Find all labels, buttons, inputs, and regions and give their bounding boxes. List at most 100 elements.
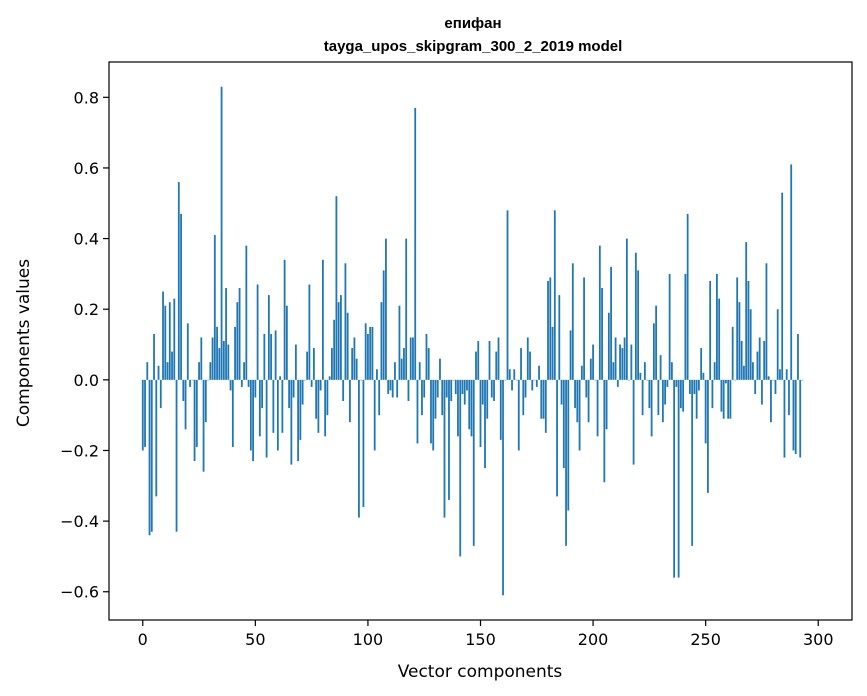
bar xyxy=(598,245,601,380)
bar xyxy=(567,379,570,511)
bar xyxy=(297,379,300,462)
bar xyxy=(677,379,680,578)
bar xyxy=(711,379,714,409)
x-tick-label: 300 xyxy=(803,630,834,649)
bar xyxy=(574,379,576,409)
bar xyxy=(756,351,759,380)
bar xyxy=(360,379,363,381)
x-tick-label: 150 xyxy=(465,630,496,649)
bar xyxy=(767,376,770,380)
bar xyxy=(182,379,185,402)
bar xyxy=(308,284,311,380)
bar xyxy=(621,348,624,380)
bar xyxy=(387,379,390,394)
bar xyxy=(373,379,376,451)
bar xyxy=(562,379,565,469)
bar xyxy=(351,348,354,380)
bar xyxy=(301,379,304,405)
bar xyxy=(765,263,768,380)
bar xyxy=(427,348,430,380)
bar xyxy=(646,379,649,381)
bar xyxy=(198,362,200,380)
bar xyxy=(655,305,658,380)
bar xyxy=(337,302,340,380)
bar xyxy=(220,86,223,380)
bar xyxy=(511,379,513,391)
bar xyxy=(227,344,230,380)
bar xyxy=(234,326,236,380)
bar xyxy=(657,379,660,416)
bar xyxy=(560,379,563,405)
bar xyxy=(587,379,590,423)
bar xyxy=(688,379,691,394)
bar xyxy=(499,379,502,440)
x-axis-ticks: 0 50 100 150 200 250 300 xyxy=(138,620,834,649)
y-tick-label: 0.2 xyxy=(74,300,99,319)
bar xyxy=(367,333,369,380)
bar xyxy=(673,379,676,578)
bar xyxy=(736,277,739,380)
bar xyxy=(285,305,288,380)
bar xyxy=(276,379,279,451)
bar xyxy=(580,365,583,380)
bar xyxy=(734,379,736,381)
bar xyxy=(319,379,322,391)
bar xyxy=(716,273,718,380)
bar xyxy=(400,358,403,380)
bar xyxy=(508,369,511,380)
bar xyxy=(612,362,615,380)
bar xyxy=(596,379,599,437)
bar xyxy=(558,295,561,380)
bar xyxy=(340,295,342,380)
bar xyxy=(364,323,367,380)
bar xyxy=(700,348,703,380)
bar xyxy=(274,330,277,380)
bar xyxy=(592,344,594,380)
bar xyxy=(328,376,331,380)
bar xyxy=(497,337,500,380)
bar xyxy=(403,348,405,380)
bar xyxy=(797,333,799,380)
bar xyxy=(371,326,374,380)
bar xyxy=(389,379,392,391)
bar xyxy=(553,210,556,380)
bar xyxy=(148,379,151,536)
bar xyxy=(569,330,572,380)
bar xyxy=(385,238,387,380)
bar xyxy=(229,379,232,391)
bar xyxy=(666,379,669,387)
bar xyxy=(344,263,347,380)
bar xyxy=(281,379,284,433)
bar xyxy=(288,379,291,409)
bar xyxy=(533,379,536,381)
bar xyxy=(513,369,516,380)
bar xyxy=(310,379,313,387)
bar xyxy=(263,333,266,380)
bar xyxy=(245,245,248,380)
bar xyxy=(668,273,671,380)
bar xyxy=(180,213,182,380)
bar xyxy=(434,379,437,419)
bar xyxy=(745,242,748,380)
bar xyxy=(321,259,324,380)
bar xyxy=(729,379,732,419)
bar xyxy=(184,379,187,430)
bar xyxy=(423,379,426,398)
bar xyxy=(231,379,234,447)
bar xyxy=(698,379,700,391)
bar xyxy=(243,362,245,380)
bar xyxy=(794,379,797,455)
bar xyxy=(459,379,462,557)
bar xyxy=(648,379,651,409)
y-tick-label: −0.6 xyxy=(60,583,99,602)
bar xyxy=(589,358,592,380)
bar xyxy=(686,213,689,380)
bar xyxy=(740,341,743,380)
bar xyxy=(776,309,779,380)
bar xyxy=(538,365,540,380)
bar xyxy=(520,348,522,380)
bar xyxy=(490,379,493,398)
bar xyxy=(222,341,225,380)
bar xyxy=(346,312,349,380)
